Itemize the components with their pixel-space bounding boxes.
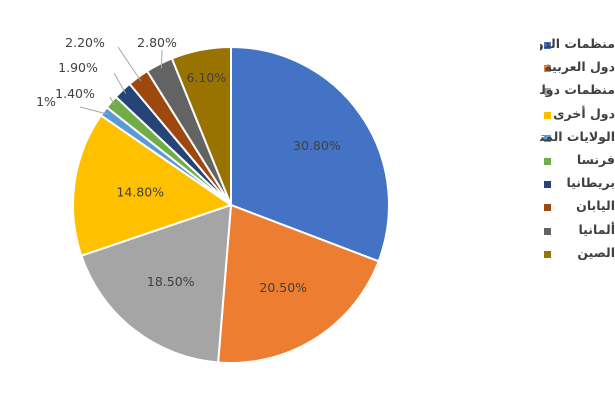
legend-swatch (544, 111, 551, 119)
legend-label: بريطانيا (566, 175, 615, 191)
data-label: 18.50% (147, 274, 195, 289)
legend-swatch (544, 134, 551, 142)
legend-label: دول العربية (544, 59, 615, 75)
legend-swatch (544, 227, 551, 235)
pie-slice (80, 203, 233, 364)
leader-line (117, 46, 142, 82)
legend-item: ألمانيا (540, 221, 615, 244)
legend-item: دول أخرى (540, 105, 615, 128)
legend-swatch (544, 250, 551, 258)
legend-swatch (544, 88, 551, 96)
legend-label: منظمات الدولية (540, 36, 615, 51)
legend-item: دول العربية (540, 58, 615, 81)
leader-line (113, 72, 127, 94)
data-label: 2.20% (65, 35, 105, 50)
data-label: 1% (36, 94, 56, 109)
data-label: 6.10% (186, 70, 226, 85)
legend-swatch (544, 181, 551, 189)
pie-slice (72, 113, 234, 257)
data-label: 30.80% (293, 138, 341, 153)
leader-line (109, 96, 116, 106)
legend-item: الولايات المتحدة (540, 128, 615, 151)
data-label: 1.40% (55, 86, 95, 101)
legend-label: الصين (577, 244, 615, 260)
data-label: 20.50% (259, 280, 307, 295)
legend-item: منظمات الدولية (540, 35, 615, 58)
data-label: 14.80% (116, 184, 164, 199)
legend-label: منظمات دولية (540, 82, 615, 98)
pie-slice (170, 45, 232, 206)
pie-slice (230, 45, 390, 263)
pie-slice (217, 203, 380, 364)
legend-swatch (544, 42, 551, 49)
legend-item: اليابان (540, 197, 615, 220)
legend-swatch (544, 204, 551, 212)
chart-legend: منظمات الدولية دول العربية منظمات دولية دول… (540, 35, 615, 267)
legend-swatch (544, 157, 551, 165)
legend-item: الصين (540, 244, 615, 267)
legend-label: ألمانيا (578, 221, 615, 237)
legend-label: الولايات المتحدة (540, 128, 615, 144)
legend-label: دول أخرى (553, 105, 615, 121)
legend-item: فرنسا (540, 151, 615, 174)
legend-item: منظمات دولية (540, 81, 615, 104)
legend-label: اليابان (576, 198, 615, 214)
data-label: 2.80% (137, 35, 177, 50)
leader-line (160, 49, 163, 69)
leader-line (79, 106, 108, 115)
data-label: 1.90% (58, 60, 98, 75)
legend-swatch (544, 65, 551, 73)
legend-label: فرنسا (576, 151, 615, 167)
legend-item: بريطانيا (540, 174, 615, 197)
